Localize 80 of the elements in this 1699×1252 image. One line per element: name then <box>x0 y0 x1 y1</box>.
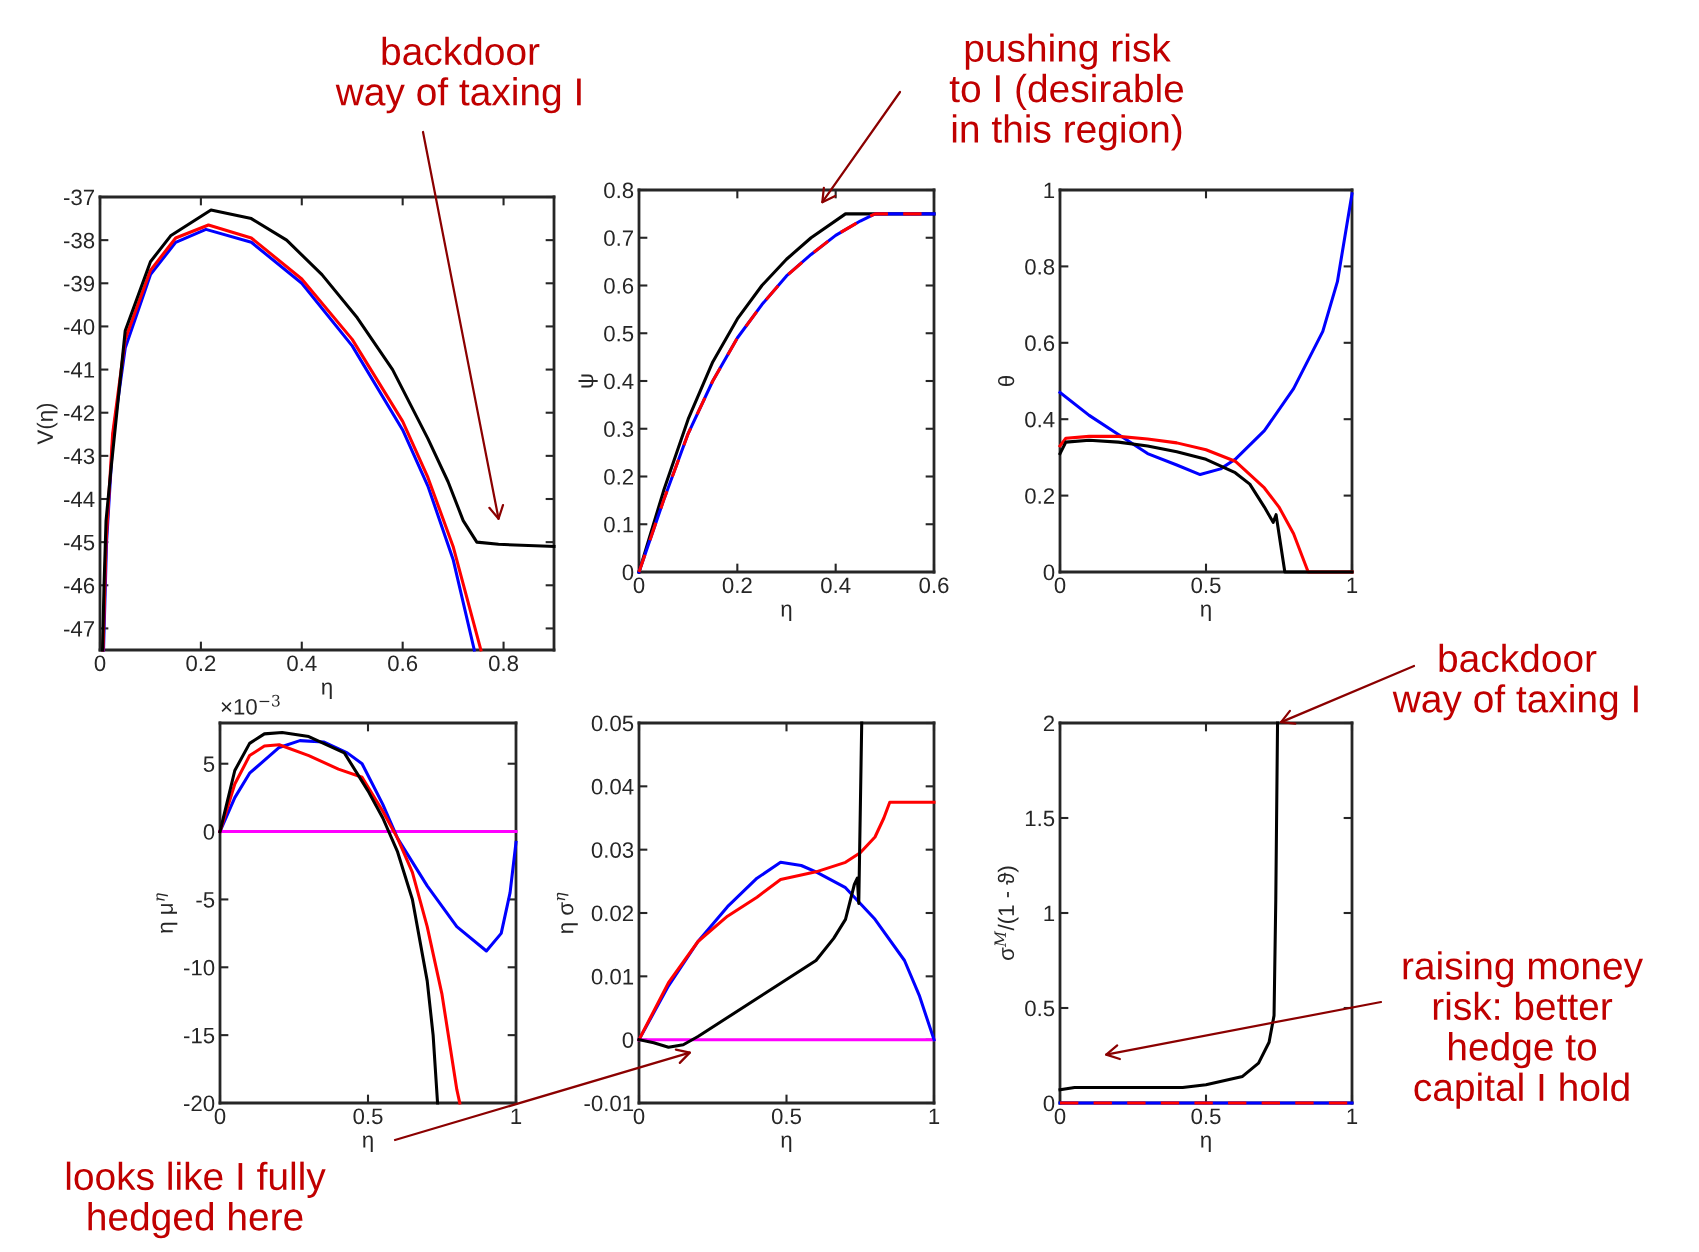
y-tick-label: -5 <box>196 892 215 908</box>
y-tick-label: 5 <box>203 756 215 772</box>
x-tick-label: 0.6 <box>919 577 949 594</box>
y-tick-label: 0.8 <box>604 182 634 199</box>
y-tick-label: 0.4 <box>1025 411 1055 428</box>
y-tick-label: -15 <box>184 1027 215 1044</box>
x-axis-title: η <box>362 1135 373 1153</box>
y-tick-label: 0.05 <box>591 715 634 732</box>
x-axis-title: η <box>1200 604 1211 622</box>
y-axis-title: σ$^{M}$/(1 - ϑ) <box>994 866 1019 960</box>
y-axis-title: θ <box>997 375 1015 387</box>
x-tick-label: 0.4 <box>821 577 851 594</box>
y-tick-label: 0.2 <box>1025 488 1055 504</box>
x-tick-label: 0.5 <box>771 1108 802 1125</box>
y-tick-label: -20 <box>184 1095 215 1112</box>
y-tick-label: -45 <box>64 534 95 551</box>
x-tick-label: 0.2 <box>722 577 752 594</box>
y-tick-label: 0.3 <box>604 421 634 438</box>
x-tick-label: 0 <box>633 577 645 594</box>
y-axis-title: η σ$^{η}$ <box>556 892 578 934</box>
y-tick-label: 0 <box>1043 564 1055 581</box>
x-axis-title: η <box>1200 1135 1211 1153</box>
text: backdoor way of taxing I <box>335 36 581 114</box>
x-tick-label: 0 <box>214 1108 226 1125</box>
y-tick-label: 0.1 <box>604 516 634 533</box>
y-tick-label: 0.01 <box>591 968 634 985</box>
y-tick-label: 0.6 <box>604 278 634 294</box>
text: backdoor way of taxing I <box>1392 643 1638 721</box>
y-tick-label: -38 <box>64 232 95 249</box>
y-tick-label: 0 <box>203 824 215 840</box>
y-tick-label: 0.8 <box>1025 258 1055 275</box>
y-tick-label: 0.7 <box>604 230 634 247</box>
y-tick-label: -42 <box>64 405 95 421</box>
y-axis-title: V(η) <box>36 403 58 445</box>
y-tick-label: 1 <box>1044 905 1055 922</box>
y-axis-title: η μ$^{η}$ <box>156 893 178 933</box>
y-tick-label: -41 <box>64 362 95 378</box>
y-tick-label: 0.02 <box>591 905 634 922</box>
y-tick-label: 0 <box>1043 1095 1055 1112</box>
x-tick-label: 0 <box>633 1108 645 1125</box>
x-tick-label: 0.5 <box>353 1108 383 1125</box>
y-tick-label: 0.5 <box>1025 1000 1055 1017</box>
x-tick-label: 0 <box>94 655 106 672</box>
x-tick-label: 1 <box>929 1108 940 1124</box>
y-tick-label: 0 <box>622 564 634 581</box>
x-axis-title: η <box>321 682 332 700</box>
x-tick-label: 0.5 <box>1191 577 1221 594</box>
text: ×10$^{−3}$ <box>221 694 280 715</box>
x-tick-label: 0.6 <box>388 655 418 672</box>
y-tick-label: 2 <box>1043 715 1055 732</box>
x-tick-label: 1 <box>1347 1108 1358 1124</box>
x-tick-label: 1 <box>1347 577 1358 593</box>
y-tick-label: 0.03 <box>591 842 634 858</box>
x-tick-label: 0.8 <box>488 655 519 672</box>
x-tick-label: 0.5 <box>1191 1108 1221 1125</box>
y-tick-label: 0 <box>622 1032 634 1048</box>
y-tick-label: 1 <box>1044 182 1055 199</box>
y-tick-label: 0.2 <box>604 469 634 485</box>
y-tick-label: 0.04 <box>591 778 634 795</box>
y-tick-label: -10 <box>184 959 215 976</box>
text: pushing risk to I (desirable in this region) <box>949 33 1184 151</box>
x-axis-title: η <box>781 604 792 622</box>
y-tick-label: 0.4 <box>604 373 634 390</box>
y-tick-label: -40 <box>64 318 95 335</box>
y-tick-label: -0.01 <box>584 1095 634 1112</box>
y-tick-label: -47 <box>64 621 95 637</box>
y-tick-label: 1.5 <box>1025 810 1055 827</box>
y-tick-label: -43 <box>64 448 95 465</box>
x-axis-title: η <box>781 1135 792 1153</box>
y-tick-label: 0.6 <box>1025 335 1055 352</box>
text: looks like I fully hedged here <box>66 1161 326 1239</box>
y-tick-label: -46 <box>64 577 95 594</box>
y-tick-label: -44 <box>64 491 95 508</box>
y-tick-label: 0.5 <box>604 325 634 342</box>
x-tick-label: 1 <box>511 1108 522 1124</box>
x-tick-label: 0.4 <box>287 655 317 672</box>
text: raising money risk: better hedge to capital I hold <box>1403 951 1643 1109</box>
y-axis-title: ψ <box>578 374 598 388</box>
y-tick-label: -39 <box>64 275 95 292</box>
y-tick-label: -37 <box>64 189 95 206</box>
